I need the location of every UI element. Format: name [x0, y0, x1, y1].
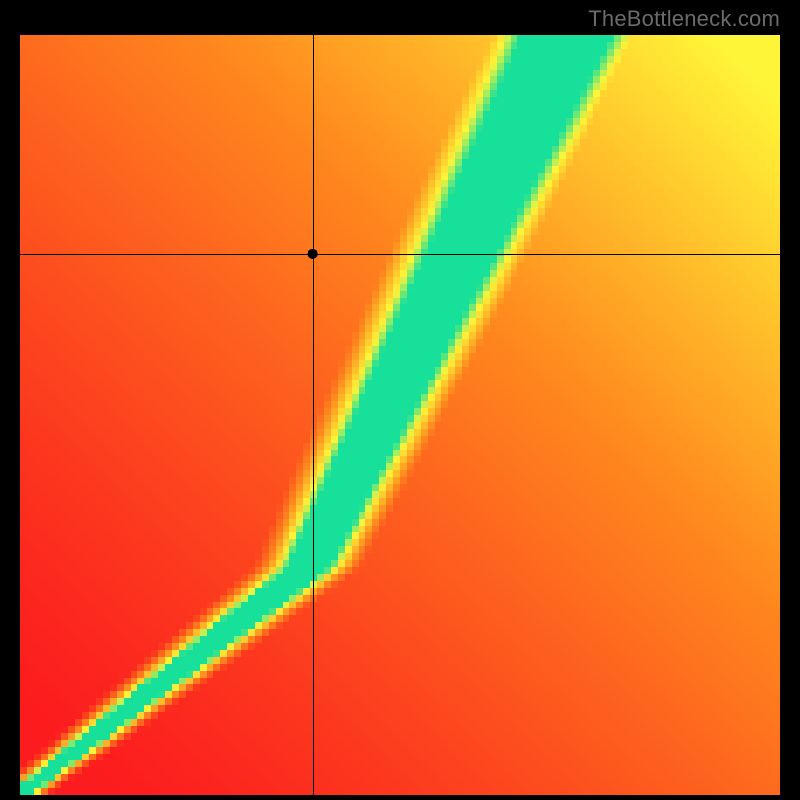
watermark-label: TheBottleneck.com — [588, 6, 780, 32]
bottleneck-heatmap — [0, 0, 800, 800]
